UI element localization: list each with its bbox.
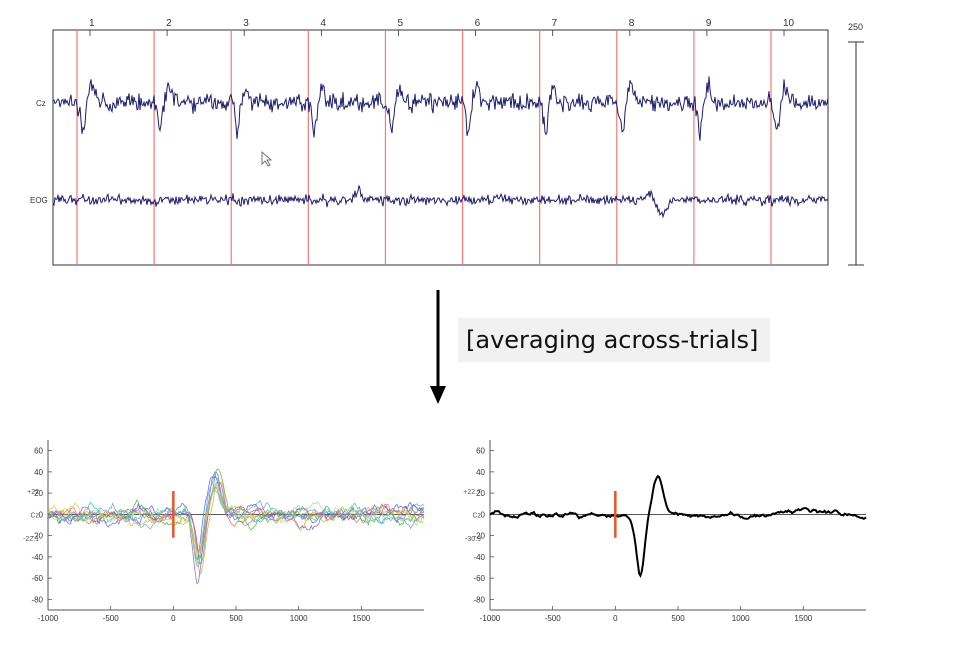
plot-frame <box>52 29 829 266</box>
y-tick-label: -20 <box>473 532 485 541</box>
y-tick-label: 0 <box>481 510 486 519</box>
y-tick-label: -40 <box>473 553 485 562</box>
x-tick-label: 1500 <box>794 614 812 623</box>
range-label-upper: +22.7 <box>463 489 481 496</box>
x-tick-label: -500 <box>103 614 120 623</box>
y-tick-label: -60 <box>31 574 43 583</box>
channel-label: Cz <box>30 512 39 519</box>
y-tick-label: 0 <box>39 510 44 519</box>
y-tick-label: -80 <box>31 595 43 604</box>
y-tick-label: -40 <box>31 553 43 562</box>
y-tick-label: 60 <box>476 447 485 456</box>
down-arrow-icon <box>430 290 446 404</box>
trial-number: 6 <box>475 18 481 29</box>
y-tick-label: 40 <box>476 468 485 477</box>
range-label-upper: +22 <box>27 489 39 496</box>
channel-label: EOG <box>30 196 48 205</box>
eeg-trace <box>52 185 829 219</box>
scale-label: 250 <box>848 22 863 32</box>
average-trace <box>489 474 867 578</box>
x-tick-label: -1000 <box>38 614 59 623</box>
averaging-annotation: [averaging across-trials] <box>458 318 770 362</box>
continuous-eeg-plot: 1 2 3 4 5 6 7 8 9 10 Cz EOG 250 <box>30 18 864 266</box>
trial-trace <box>47 481 425 576</box>
y-tick-label: -20 <box>31 532 43 541</box>
trial-number: 8 <box>629 18 635 29</box>
x-tick-label: 1000 <box>290 614 308 623</box>
eeg-trace <box>52 76 829 141</box>
y-tick-label: -60 <box>473 574 485 583</box>
x-tick-label: 0 <box>613 614 618 623</box>
trial-number: 4 <box>320 18 326 29</box>
y-tick-label: 20 <box>476 489 485 498</box>
trial-number: 9 <box>706 18 712 29</box>
x-tick-label: -1000 <box>480 614 501 623</box>
x-tick-label: 0 <box>171 614 176 623</box>
y-tick-label: 60 <box>34 447 43 456</box>
trial-trace <box>47 471 425 585</box>
range-label-lower: -30.9 <box>465 536 481 543</box>
mouse-cursor-icon <box>261 151 273 167</box>
trial-number: 3 <box>243 18 249 29</box>
x-tick-label: 1000 <box>732 614 750 623</box>
range-label-lower: -22.1 <box>23 536 39 543</box>
x-tick-label: 1500 <box>352 614 370 623</box>
channel-label: Cz <box>472 512 481 519</box>
x-tick-label: 500 <box>671 614 685 623</box>
trial-number: 10 <box>783 18 795 29</box>
trial-number: 7 <box>552 18 558 29</box>
y-tick-label: -80 <box>473 595 485 604</box>
x-tick-label: 500 <box>229 614 243 623</box>
trial-trace <box>47 482 425 565</box>
y-tick-label: 40 <box>34 468 43 477</box>
channel-label: Cz <box>36 99 46 108</box>
trial-number: 5 <box>397 18 403 29</box>
single-trials-plot: 60 40 20 0 -20 -40 -60 -80 -1000 -500 0 500 1000 1500… <box>23 440 425 623</box>
trial-number: 1 <box>89 18 95 29</box>
x-tick-label: -500 <box>545 614 562 623</box>
trial-trace <box>47 486 425 556</box>
average-erp-plot: 60 40 20 0 -20 -40 -60 -80 -1000 -500 0 500 1000 1500… <box>463 440 867 623</box>
trial-number: 2 <box>166 18 172 29</box>
y-tick-label: 20 <box>34 489 43 498</box>
trial-trace <box>47 489 425 561</box>
